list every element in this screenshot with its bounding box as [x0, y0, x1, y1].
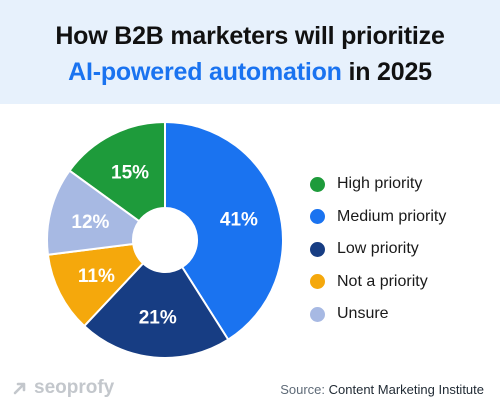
- legend-label: Low priority: [337, 240, 419, 258]
- donut-slices: [46, 120, 284, 359]
- legend-item-unsure: Unsure: [310, 298, 446, 331]
- source-prefix: Source:: [280, 382, 329, 397]
- slice-unsure: [46, 169, 141, 256]
- legend-label: High priority: [337, 175, 423, 193]
- logo-text: seoprofy: [34, 377, 115, 398]
- data-label-low-priority: 21%: [139, 308, 177, 329]
- slice-low-priority: [82, 261, 230, 359]
- legend-item-medium-priority: Medium priority: [310, 201, 446, 234]
- slice-high-priority: [68, 120, 166, 223]
- data-label-medium-priority: 41%: [220, 210, 258, 231]
- donut-chart: 15% 41% 21% 11% 12%: [46, 120, 284, 359]
- data-label-unsure: 12%: [71, 212, 109, 233]
- header-banner: How B2B marketers will prioritize AI-pow…: [0, 0, 500, 104]
- source-credit: Source: Content Marketing Institute: [280, 382, 484, 397]
- legend-item-high-priority: High priority: [310, 168, 446, 201]
- legend-label: Not a priority: [337, 272, 428, 290]
- slice-not-a-priority: [46, 242, 145, 328]
- chart-title-line1: How B2B marketers will prioritize: [55, 22, 445, 50]
- donut-labels: 15% 41% 21% 11% 12%: [71, 162, 258, 328]
- legend-item-not-a-priority: Not a priority: [310, 266, 446, 299]
- legend-swatch: [310, 209, 325, 225]
- chart-title-line2: AI-powered automation in 2025: [0, 58, 500, 87]
- seoprofy-logo: seoprofy: [12, 377, 114, 399]
- legend-swatch: [310, 241, 325, 257]
- data-label-not-a-priority: 11%: [78, 266, 115, 287]
- source-name: Content Marketing Institute: [328, 382, 484, 397]
- chart-legend: High priority Medium priority Low priori…: [310, 168, 446, 331]
- data-label-high-priority: 15%: [111, 162, 149, 183]
- chart-title-accent: AI-powered automation: [68, 58, 342, 86]
- legend-item-low-priority: Low priority: [310, 233, 446, 266]
- legend-swatch: [310, 176, 325, 192]
- legend-label: Medium priority: [337, 207, 447, 225]
- chart-title-year: in 2025: [341, 58, 432, 86]
- legend-swatch: [310, 274, 325, 290]
- logo-arrow-icon: [13, 382, 26, 395]
- legend-swatch: [310, 306, 325, 322]
- legend-label: Unsure: [337, 305, 389, 323]
